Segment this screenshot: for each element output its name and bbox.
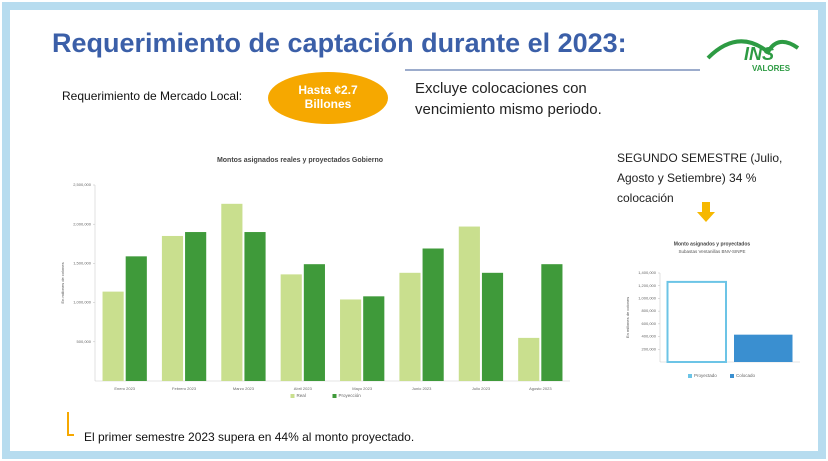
bar: [666, 280, 727, 363]
requirement-label: Requerimiento de Mercado Local:: [62, 89, 243, 103]
bar: [458, 226, 480, 381]
chart-subtitle: Subastas Ventanillas BNV-SINPE: [678, 249, 745, 254]
legend-label: Proyección: [339, 393, 362, 398]
legend-swatch: [688, 374, 692, 378]
y-tick-label: 1,400,000: [638, 270, 657, 275]
legend-swatch: [290, 394, 295, 398]
x-tick-label: Marzo 2023: [233, 386, 255, 391]
legend-label: Colocado: [736, 373, 756, 378]
footer-note: El primer semestre 2023 supera en 44% al…: [84, 430, 415, 444]
bar: [518, 337, 540, 381]
x-tick-label: Agosto 2023: [529, 386, 552, 391]
x-tick-label: Julio 2023: [472, 386, 491, 391]
x-tick-label: Junio 2023: [412, 386, 432, 391]
y-tick-label: 600,000: [642, 321, 657, 326]
footer-bullet: [67, 412, 74, 436]
bar: [303, 264, 325, 381]
x-tick-label: Abril 2023: [294, 386, 313, 391]
y-tick-label: 1,500,000: [73, 260, 92, 265]
chart-title: Monto asignados y proyectados: [674, 241, 751, 247]
slide-title: Requerimiento de captación durante el 20…: [52, 28, 627, 58]
bar: [481, 272, 504, 381]
arrow-icon: [697, 202, 715, 222]
bar: [734, 334, 793, 362]
x-tick-label: Febrero 2023: [172, 386, 197, 391]
bar: [102, 291, 124, 381]
y-tick-label: 2,000,000: [73, 221, 92, 226]
legend-swatch: [730, 374, 734, 378]
y-tick-label: 1,000,000: [73, 300, 92, 305]
legend-label: Proyectado: [694, 373, 717, 378]
bar: [422, 248, 444, 381]
bar: [363, 296, 385, 381]
y-axis-label: En millones de colones: [625, 297, 630, 338]
amount-badge: [268, 72, 388, 124]
y-tick-label: 1,000,000: [638, 295, 657, 300]
bar: [340, 299, 362, 381]
logo-swoosh: [706, 39, 800, 60]
y-axis-label: En millones de colones: [60, 262, 65, 303]
bar: [125, 256, 147, 381]
requirement-amount: Hasta ¢2.7 Billones: [298, 83, 358, 111]
requirement-note: Excluye colocaciones con vencimiento mis…: [415, 80, 602, 118]
y-tick-label: 500,000: [77, 339, 92, 344]
bar: [161, 235, 184, 381]
y-tick-label: 800,000: [642, 308, 657, 313]
y-tick-label: 1,200,000: [638, 283, 657, 288]
logo-subtext: VALORES: [752, 64, 791, 73]
bar: [399, 272, 421, 381]
bar: [541, 264, 563, 381]
legend-swatch: [332, 394, 337, 398]
chart-title: Montos asignados reales y proyectados Go…: [217, 157, 383, 164]
x-tick-label: Mayo 2023: [352, 386, 373, 391]
y-tick-label: 400,000: [642, 334, 657, 339]
logo-text: INS: [744, 44, 775, 64]
bar: [244, 232, 266, 381]
bar: [221, 203, 243, 381]
second-semester-note: SEGUNDO SEMESTRE (Julio, Agosto y Setiem…: [617, 151, 783, 205]
y-tick-label: 200,000: [642, 346, 657, 351]
y-tick-label: 2,500,000: [73, 182, 92, 187]
bar: [185, 232, 207, 381]
x-tick-label: Enero 2023: [114, 386, 135, 391]
legend-label: Real: [297, 393, 306, 398]
bar: [280, 274, 302, 381]
